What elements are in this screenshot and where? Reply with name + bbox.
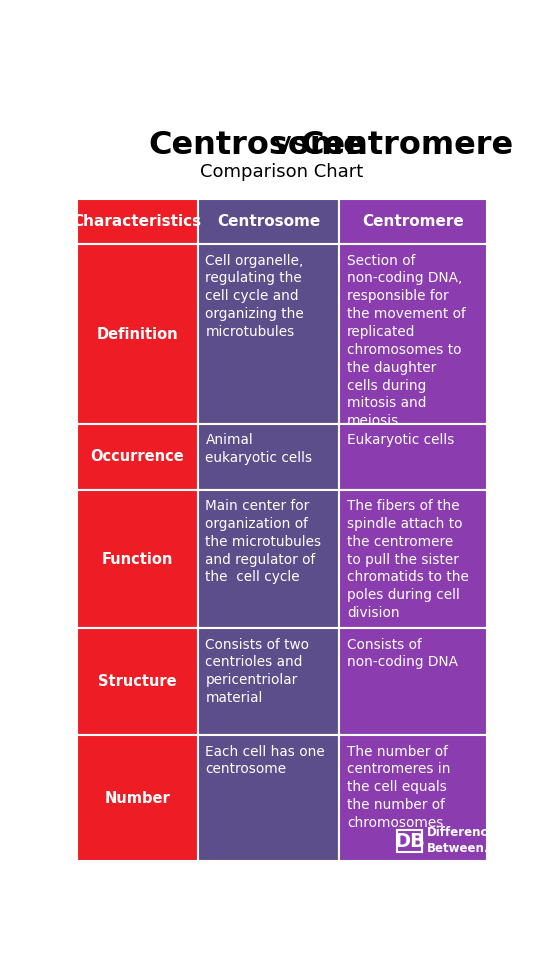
Text: Animal
eukaryotic cells: Animal eukaryotic cells: [205, 433, 312, 465]
Text: Each cell has one
centrosome: Each cell has one centrosome: [205, 745, 325, 777]
Bar: [197, 199, 339, 244]
Text: The number of
centromeres in
the cell equals
the number of
chromosomes: The number of centromeres in the cell eq…: [347, 745, 450, 830]
Bar: [197, 628, 339, 736]
Text: Number: Number: [104, 791, 170, 806]
Text: Comparison Chart: Comparison Chart: [200, 163, 364, 181]
Bar: [76, 628, 197, 736]
Bar: [339, 628, 487, 736]
Text: Occurrence: Occurrence: [90, 449, 184, 465]
Text: Consists of
non-coding DNA: Consists of non-coding DNA: [347, 638, 458, 670]
Text: Centrosome: Centrosome: [217, 214, 320, 229]
Text: Definition: Definition: [96, 327, 178, 341]
Bar: [339, 244, 487, 424]
Bar: [76, 244, 197, 424]
Bar: [397, 830, 422, 852]
Text: Structure: Structure: [98, 675, 177, 689]
Text: Main center for
organization of
the microtubules
and regulator of
the  cell cycl: Main center for organization of the micr…: [205, 499, 322, 584]
Text: The fibers of the
spindle attach to
the centromere
to pull the sister
chromatids: The fibers of the spindle attach to the …: [347, 499, 469, 620]
Text: vs: vs: [263, 129, 319, 160]
Bar: [339, 736, 487, 861]
Text: Function: Function: [101, 551, 173, 567]
Text: Consists of two
centrioles and
pericentriolar
material: Consists of two centrioles and pericentr…: [205, 638, 310, 705]
Bar: [197, 490, 339, 628]
Bar: [197, 736, 339, 861]
Bar: [197, 424, 339, 490]
Bar: [339, 490, 487, 628]
Bar: [197, 244, 339, 424]
Text: Characteristics: Characteristics: [73, 214, 202, 229]
Bar: [76, 199, 197, 244]
Bar: [76, 490, 197, 628]
Text: Section of
non-coding DNA,
responsible for
the movement of
replicated
chromosome: Section of non-coding DNA, responsible f…: [347, 254, 466, 429]
Text: DB: DB: [394, 832, 425, 850]
Text: Eukaryotic cells: Eukaryotic cells: [347, 433, 454, 447]
Text: Difference
Between.net: Difference Between.net: [427, 826, 512, 855]
Bar: [76, 736, 197, 861]
Text: Cell organelle,
regulating the
cell cycle and
organizing the
microtubules: Cell organelle, regulating the cell cycl…: [205, 254, 304, 339]
Bar: [76, 424, 197, 490]
Bar: [339, 424, 487, 490]
Text: Centromere: Centromere: [362, 214, 464, 229]
Text: Centromere: Centromere: [301, 129, 514, 160]
Text: Centrosome: Centrosome: [148, 129, 365, 160]
Bar: [339, 199, 487, 244]
